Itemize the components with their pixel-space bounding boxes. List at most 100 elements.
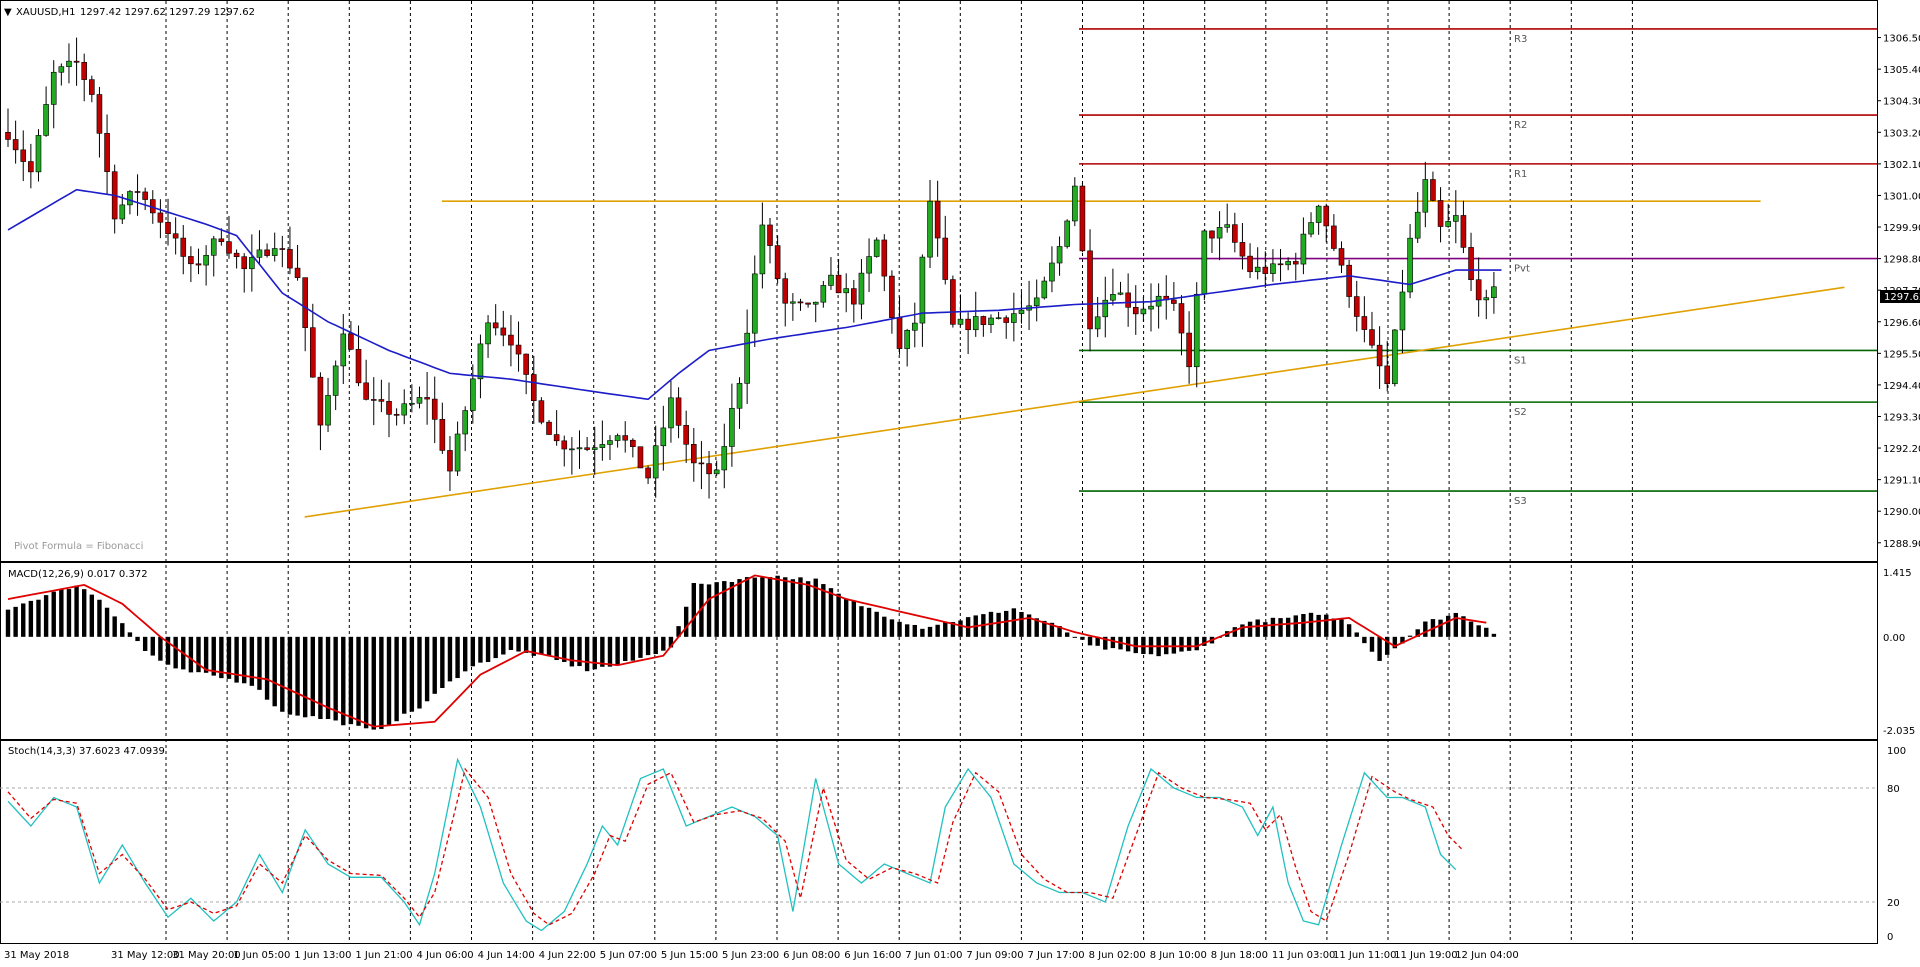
macd-bar: [691, 583, 696, 637]
macd-bar: [714, 582, 719, 637]
candle-body: [294, 267, 301, 278]
macd-bar: [889, 619, 895, 637]
macd-bar: [1407, 635, 1413, 637]
macd-bar: [1468, 621, 1474, 637]
macd-tick-label: 0.00: [1883, 633, 1905, 644]
macd-bar: [1034, 618, 1039, 637]
candle-body: [5, 132, 11, 140]
candle-body: [637, 446, 644, 469]
candle-body: [1117, 292, 1124, 295]
macd-bar: [607, 636, 613, 667]
macd-bar: [1103, 636, 1108, 650]
macd-bar: [760, 577, 765, 637]
macd-bar: [341, 636, 346, 726]
candle-body: [1193, 293, 1200, 368]
candle-body: [934, 200, 941, 239]
candle-body: [43, 104, 49, 136]
candle-body: [1110, 294, 1116, 301]
candle-body: [1453, 215, 1459, 222]
price-tick-label: 1303.20: [1883, 128, 1920, 139]
candle-body: [195, 263, 202, 266]
candle-body: [965, 318, 971, 331]
macd-bar: [592, 636, 597, 670]
macd-bar: [371, 636, 376, 730]
macd-bar: [562, 636, 567, 662]
candle-body: [1460, 215, 1467, 248]
candle-body: [576, 447, 583, 450]
candle-body: [957, 318, 964, 325]
candle-body: [1483, 297, 1490, 301]
macd-bar: [1133, 636, 1138, 654]
macd-bar: [1369, 636, 1375, 652]
symbol-dropdown-arrow[interactable]: ▼: [4, 7, 12, 18]
trend-lines: [304, 200, 1845, 518]
macd-bar: [836, 593, 841, 637]
candle-body: [1056, 246, 1063, 264]
candle-body: [454, 433, 461, 472]
candle-body: [1445, 221, 1451, 227]
macd-bar: [1255, 619, 1260, 637]
macd-bar: [1110, 636, 1116, 649]
macd-header: MACD(12,26,9) 0.017 0.372: [8, 569, 148, 580]
macd-bar: [729, 582, 735, 637]
candle-body: [835, 274, 842, 294]
candle-body: [1041, 280, 1048, 299]
candle-body: [782, 278, 789, 304]
macd-bar: [318, 636, 323, 720]
pivot-label-pvt: Pvt: [1514, 264, 1530, 275]
pivot-label-s1: S1: [1514, 355, 1527, 366]
time-tick-label: 31 May 2018: [4, 950, 69, 961]
ohlc-label: 1297.42 1297.62 1297.29 1297.62: [80, 7, 255, 18]
macd-bar: [767, 577, 773, 637]
macd-bar: [1049, 622, 1055, 637]
candle-body: [50, 71, 57, 105]
candle-body: [751, 273, 758, 334]
candle-body: [1407, 237, 1413, 293]
candle-body: [980, 316, 987, 325]
macd-bar: [1179, 636, 1184, 652]
candle-body: [172, 233, 179, 239]
time-tick-label: 6 Jun 16:00: [844, 950, 901, 961]
candle-body: [485, 322, 491, 345]
candle-body: [1018, 309, 1025, 314]
macd-bar: [1445, 615, 1451, 637]
macd-bar: [1362, 636, 1367, 644]
macd-bar: [1415, 629, 1420, 637]
macd-bar: [737, 579, 742, 637]
candle-body: [1125, 292, 1131, 308]
macd-bar: [1461, 616, 1466, 637]
candle-body: [1346, 264, 1352, 297]
stochastic-indicator: [0, 757, 1877, 932]
candle-body: [820, 285, 827, 303]
candle-body: [995, 317, 1002, 320]
stoch-header: Stoch(14,3,3) 37.6023 47.0939: [8, 746, 165, 757]
macd-bar: [1080, 636, 1085, 640]
price-tick-label: 1301.00: [1883, 191, 1920, 202]
macd-bar: [120, 623, 125, 637]
macd-bar: [257, 636, 262, 690]
price-tick-label: 1293.30: [1883, 412, 1920, 423]
macd-bar: [302, 636, 308, 718]
candle-body: [668, 397, 674, 429]
macd-bar: [958, 620, 963, 637]
candle-body: [873, 239, 880, 257]
candle-body: [1247, 255, 1253, 273]
candle-body: [1376, 344, 1383, 367]
macd-bar: [112, 616, 117, 637]
pivot-levels: R3 R2 R1 Pvt S1 S2 S3: [1079, 28, 1877, 507]
candle-body: [675, 397, 682, 426]
price-tick-label: 1291.10: [1883, 476, 1920, 487]
macd-bar: [1400, 636, 1405, 644]
macd-bar: [1247, 621, 1253, 637]
candle-body: [812, 301, 819, 305]
candle-body: [1468, 247, 1474, 280]
macd-bar: [653, 636, 658, 655]
candle-body: [35, 135, 42, 173]
time-tick-label: 8 Jun 10:00: [1150, 950, 1207, 961]
candle-body: [828, 274, 834, 286]
candle-body: [241, 256, 248, 270]
candle-body: [58, 66, 65, 73]
candle-body: [73, 60, 80, 63]
